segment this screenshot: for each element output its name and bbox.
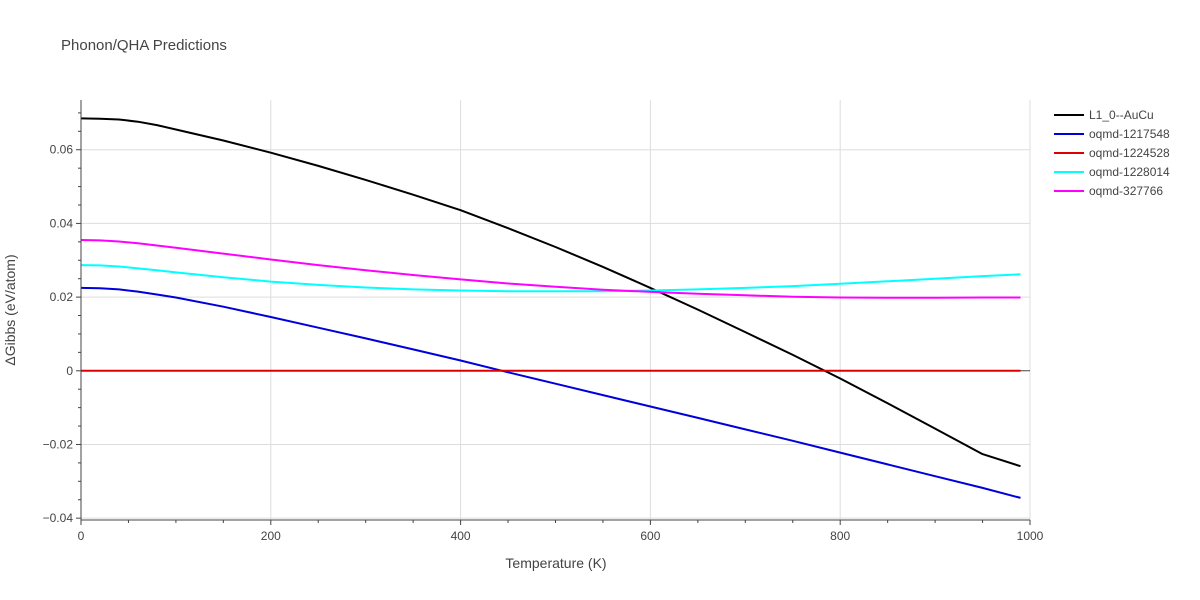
series-line-L1_0--AuCu <box>80 117 1021 468</box>
series-line-oqmd-327766 <box>80 239 1021 299</box>
series-line-oqmd-1228014 <box>80 264 1021 293</box>
y-tick-label: −0.04 <box>43 511 74 525</box>
legend-item[interactable]: oqmd-1217548 <box>1054 127 1170 141</box>
legend-label: oqmd-1224528 <box>1089 146 1170 160</box>
y-axis-title: ΔGibbs (eV/atom) <box>2 254 18 365</box>
grid <box>80 100 1031 520</box>
legend: L1_0--AuCu oqmd-1217548 oqmd-1224528 oqmd-1… <box>1054 108 1170 198</box>
legend-label: oqmd-1228014 <box>1089 165 1170 179</box>
legend-label: oqmd-327766 <box>1089 184 1163 198</box>
legend-label: oqmd-1217548 <box>1089 127 1170 141</box>
y-tick-label: 0 <box>66 364 73 378</box>
legend-label: L1_0--AuCu <box>1089 108 1154 122</box>
legend-item[interactable]: L1_0--AuCu <box>1054 108 1154 122</box>
chart-title: Phonon/QHA Predictions <box>61 37 227 54</box>
y-tick-label: 0.06 <box>50 143 74 157</box>
y-tick-label: 0.04 <box>50 216 74 230</box>
legend-item[interactable]: oqmd-1224528 <box>1054 146 1170 160</box>
y-tick-label: 0.02 <box>50 290 74 304</box>
x-tick-label: 800 <box>830 529 850 543</box>
series-line-oqmd-1217548 <box>80 286 1021 499</box>
y-tick-labels: −0.04 −0.02 0 0.02 0.04 0.06 <box>43 143 74 525</box>
series-lines <box>80 117 1021 499</box>
axes <box>76 100 1031 525</box>
legend-item[interactable]: oqmd-1228014 <box>1054 165 1170 179</box>
x-tick-label: 600 <box>640 529 660 543</box>
x-tick-label: 0 <box>78 529 85 543</box>
y-tick-label: −0.02 <box>43 437 74 451</box>
x-tick-labels: 0 200 400 600 800 1000 <box>78 529 1044 543</box>
x-axis-title: Temperature (K) <box>505 555 606 571</box>
x-tick-label: 1000 <box>1017 529 1044 543</box>
x-tick-label: 400 <box>451 529 471 543</box>
legend-item[interactable]: oqmd-327766 <box>1054 184 1163 198</box>
x-tick-label: 200 <box>261 529 281 543</box>
